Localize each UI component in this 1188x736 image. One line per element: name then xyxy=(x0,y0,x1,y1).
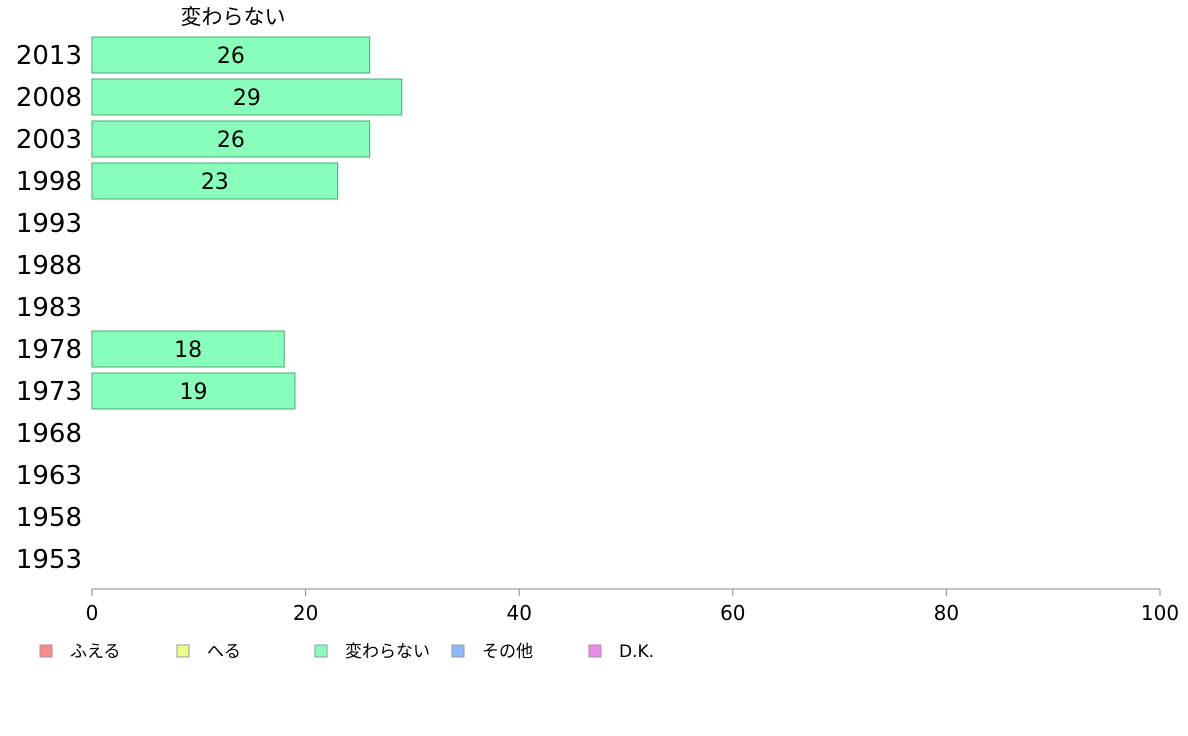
y-label-2013: 2013 xyxy=(16,41,82,71)
bar-2008 xyxy=(91,78,403,116)
x-tick-label-40: 40 xyxy=(506,601,531,625)
legend-label-4: D.K. xyxy=(619,642,654,662)
legend-label-1: へる xyxy=(207,642,241,662)
bar-1978 xyxy=(91,330,285,368)
x-tick-label-20: 20 xyxy=(293,601,318,625)
legend-label-3: その他 xyxy=(482,642,533,662)
legend: ふえる へる 変わらない その他 D.K. xyxy=(39,642,654,662)
bar-value-label-1998: 23 xyxy=(201,170,229,195)
y-label-1968: 1968 xyxy=(16,419,82,449)
bar-value-label-1973: 19 xyxy=(179,380,207,405)
legend-swatch-1 xyxy=(176,644,190,658)
y-label-2008: 2008 xyxy=(16,83,82,113)
y-label-2003: 2003 xyxy=(16,125,82,155)
x-tick-label-0: 0 xyxy=(86,601,99,625)
bar-1973 xyxy=(91,372,296,410)
bars-group: 26 29 26 23 18 19 xyxy=(91,36,403,410)
legend-swatch-3 xyxy=(451,644,465,658)
legend-swatch-2 xyxy=(314,644,328,658)
bar-value-label-1978: 18 xyxy=(174,338,202,363)
bar-value-label-2003: 26 xyxy=(217,128,245,153)
legend-label-2: 変わらない xyxy=(345,642,430,662)
x-tick-label-80: 80 xyxy=(934,601,959,625)
chart-title: 変わらない xyxy=(181,5,286,29)
x-tick-label-60: 60 xyxy=(720,601,745,625)
bar-value-label-2008: 29 xyxy=(233,86,261,111)
y-label-1973: 1973 xyxy=(16,377,82,407)
y-label-1978: 1978 xyxy=(16,335,82,365)
x-axis: 0 20 40 60 80 100 xyxy=(86,588,1179,625)
bar-2003 xyxy=(91,120,371,158)
bar-1998 xyxy=(91,162,339,200)
bar-2013 xyxy=(91,36,371,74)
bar-value-label-2013: 26 xyxy=(217,44,245,69)
y-label-1963: 1963 xyxy=(16,461,82,491)
y-label-1953: 1953 xyxy=(16,545,82,575)
y-label-1988: 1988 xyxy=(16,251,82,281)
y-label-1998: 1998 xyxy=(16,167,82,197)
y-label-1958: 1958 xyxy=(16,503,82,533)
legend-swatch-4 xyxy=(588,644,602,658)
x-tick-label-100: 100 xyxy=(1141,601,1179,625)
legend-label-0: ふえる xyxy=(70,642,121,662)
y-label-1993: 1993 xyxy=(16,209,82,239)
legend-swatch-0 xyxy=(39,644,53,658)
y-label-1983: 1983 xyxy=(16,293,82,323)
y-axis-labels: 2013 2008 2003 1998 1993 1988 1983 1978 1973 1968… xyxy=(16,41,82,575)
